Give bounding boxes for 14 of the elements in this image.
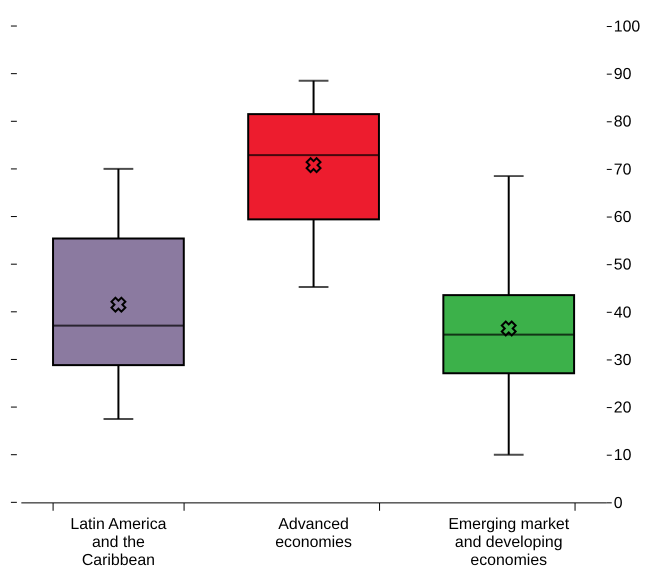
y-tick-label: 10 (614, 447, 632, 464)
y-tick-label: 0 (614, 494, 623, 512)
y-tick-label: 60 (614, 209, 632, 226)
y-tick-label: 30 (614, 352, 632, 369)
y-tick-label: 80 (614, 114, 632, 131)
y-tick-label: 100 (614, 18, 640, 36)
x-tick-label: Advanced economies (275, 516, 352, 551)
y-tick-label: 50 (614, 256, 632, 274)
y-tick-label: 40 (614, 304, 632, 322)
y-tick-label: 20 (614, 400, 632, 417)
x-tick-label: Latin America and the Caribbean (70, 516, 167, 569)
x-tick-label: Emerging market and developing economies (448, 516, 570, 569)
y-tick-label: 70 (614, 161, 632, 178)
y-tick-label: 90 (614, 66, 632, 84)
